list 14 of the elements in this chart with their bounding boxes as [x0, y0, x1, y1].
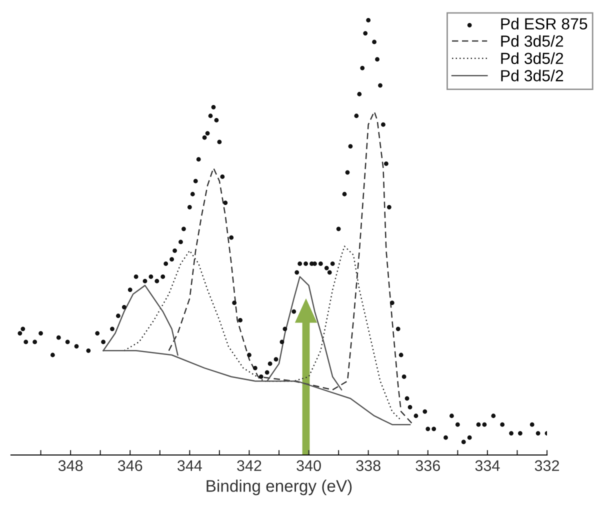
x-axis-title: Binding energy (eV) — [206, 480, 352, 496]
legend-label: Pd 3d5/2 — [501, 52, 564, 64]
legend-label: Pd 3d5/2 — [501, 35, 564, 47]
x-tick-label: 332 — [534, 460, 559, 472]
x-tick-label: 348 — [58, 460, 83, 472]
x-tick-label: 342 — [237, 460, 262, 472]
x-tick-label: 338 — [356, 460, 380, 472]
legend-label: Pd ESR 875 — [501, 18, 588, 30]
x-tick-label: 334 — [475, 460, 500, 472]
x-tick-label: 336 — [416, 460, 440, 472]
x-tick-label: 340 — [296, 460, 321, 472]
legend-label: Pd 3d5/2 — [501, 70, 564, 82]
x-tick-label: 346 — [118, 460, 142, 472]
x-tick-label: 344 — [178, 460, 202, 472]
